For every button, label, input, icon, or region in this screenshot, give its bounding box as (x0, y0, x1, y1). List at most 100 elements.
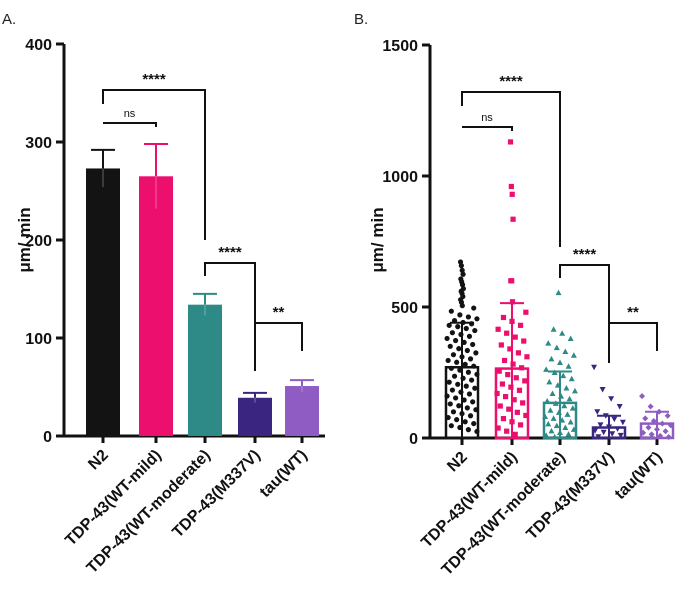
data-point-n2 (459, 282, 466, 288)
y-tick-label: 500 (391, 300, 418, 317)
data-point-n2 (464, 405, 470, 411)
data-point-tdp-43-wt-moderate (560, 372, 567, 379)
data-point-n2 (466, 391, 473, 397)
data-point-tdp-43-m337v (609, 431, 616, 437)
data-point-tdp-43-wt-moderate (546, 378, 553, 385)
data-point-tdp-43-wt-mild (522, 378, 528, 384)
data-point-tdp-43-wt-moderate (564, 411, 571, 417)
data-point-tau-wt (648, 431, 655, 438)
data-point-n2 (463, 383, 469, 389)
data-point-tdp-43-wt-moderate (562, 424, 569, 431)
data-point-n2 (463, 325, 469, 332)
significance-n2-vs-tdp-43-wt-moderate-bracket (461, 91, 561, 247)
data-point-tdp-43-wt-moderate (555, 409, 562, 415)
y-tick-label: 0 (409, 431, 418, 448)
significance-tdp-43-m337v-vs-tau-wt-label: ** (627, 304, 639, 321)
data-point-tau-wt (662, 428, 669, 435)
data-point-tdp-43-wt-moderate (543, 366, 550, 372)
data-point-tdp-43-m337v (608, 396, 615, 402)
y-axis-label: μm/ min (15, 207, 34, 272)
data-point-tdp-43-wt-moderate (557, 359, 563, 366)
data-point-n2 (470, 399, 476, 405)
data-point-tdp-43-wt-moderate (548, 427, 555, 434)
data-point-tdp-43-m337v (616, 404, 623, 410)
data-point-tdp-43-m337v (597, 422, 604, 428)
significance-tdp-43-m337v-vs-tau-wt-bracket (608, 322, 658, 351)
data-point-n2 (444, 335, 450, 342)
data-point-tdp-43-wt-moderate (563, 384, 570, 391)
panel-a-label: A. (2, 11, 16, 28)
significance-tdp-43-m337v-vs-tau-wt-bracket (254, 322, 303, 351)
data-point-n2 (455, 381, 461, 387)
data-point-tdp-43-wt-moderate (558, 393, 565, 399)
data-point-n2 (450, 352, 457, 358)
data-point-tdp-43-wt-mild (514, 409, 520, 415)
significance-tdp-43-wt-moderate-vs-tdp-43-m337v-label: **** (573, 246, 597, 263)
data-point-tdp-43-wt-mild (520, 400, 526, 406)
data-point-n2 (471, 420, 477, 427)
data-point-tdp-43-wt-moderate (555, 289, 562, 296)
data-point-n2 (474, 316, 480, 322)
data-point-tdp-43-wt-mild (512, 334, 518, 340)
data-point-n2 (449, 330, 455, 336)
data-point-n2 (460, 271, 466, 277)
significance-n2-vs-tdp-43-wt-moderate-bracket (102, 89, 206, 240)
data-point-tdp-43-wt-moderate (568, 375, 575, 382)
data-point-n2 (448, 423, 454, 429)
data-point-n2 (466, 333, 473, 339)
data-point-tdp-43-wt-mild (509, 299, 516, 305)
data-point-n2 (472, 327, 478, 334)
data-point-n2 (473, 350, 479, 356)
x-tick-label-tau-wt: tau(WT) (612, 449, 666, 503)
significance-n2-vs-tdp-43-wt-mild-label: ns (481, 112, 493, 124)
data-point-tdp-43-wt-moderate (553, 422, 560, 429)
data-point-tdp-43-m337v (591, 364, 598, 371)
data-point-n2 (465, 369, 471, 375)
data-point-tdp-43-wt-moderate (565, 431, 572, 437)
data-point-n2 (447, 401, 453, 407)
data-point-tdp-43-wt-mild (500, 314, 507, 321)
data-point-tdp-43-wt-mild (509, 191, 515, 197)
data-point-tdp-43-wt-mild (497, 403, 503, 409)
bar-tdp-43-m337v (238, 397, 272, 436)
data-point-n2 (451, 373, 458, 379)
data-point-tdp-43-wt-mild (524, 354, 530, 360)
data-point-tdp-43-wt-mild (500, 416, 507, 422)
data-point-tdp-43-wt-mild (506, 406, 512, 412)
y-tick-label: 0 (43, 429, 52, 446)
data-point-n2 (453, 395, 459, 401)
data-point-n2 (445, 357, 451, 364)
data-point-tdp-43-wt-mild (516, 387, 523, 393)
data-point-tau-wt (645, 424, 652, 431)
data-point-tdp-43-wt-mild (507, 346, 513, 352)
data-point-tdp-43-wt-moderate (562, 348, 569, 355)
bar-tdp-43-wt-moderate (188, 304, 222, 436)
significance-n2-vs-tdp-43-wt-mild-bracket (462, 126, 513, 131)
x-tick-label-tdp-43-m337v: TDP-43(M337V) (169, 447, 263, 541)
significance-n2-vs-tdp-43-wt-mild-bracket (103, 122, 157, 127)
data-point-n2 (459, 303, 465, 309)
data-point-n2 (448, 308, 454, 314)
data-point-tau-wt (639, 393, 646, 400)
data-point-n2 (446, 379, 452, 385)
data-point-tdp-43-wt-moderate (548, 355, 555, 362)
data-point-n2 (472, 385, 478, 391)
data-point-n2 (471, 305, 477, 311)
data-point-tdp-43-wt-mild (510, 216, 516, 222)
data-point-tdp-43-wt-mild (496, 368, 502, 374)
data-point-tdp-43-wt-moderate (545, 420, 552, 427)
data-point-tdp-43-wt-mild (508, 183, 514, 190)
data-point-n2 (456, 346, 462, 352)
data-point-tdp-43-wt-mild (501, 357, 508, 364)
data-point-tdp-43-wt-mild (508, 384, 514, 390)
x-tick-label-tau-wt: tau(WT) (257, 447, 311, 501)
significance-n2-vs-tdp-43-wt-moderate-label: **** (142, 71, 166, 88)
data-point-n2 (447, 343, 453, 349)
data-point-tdp-43-m337v (611, 416, 618, 423)
data-point-tdp-43-m337v (599, 387, 606, 393)
data-point-tdp-43-wt-moderate (566, 395, 573, 402)
data-point-tdp-43-wt-mild (513, 375, 519, 381)
y-tick-label: 100 (25, 331, 52, 348)
significance-tdp-43-m337v-vs-tau-wt-label: ** (273, 304, 285, 321)
